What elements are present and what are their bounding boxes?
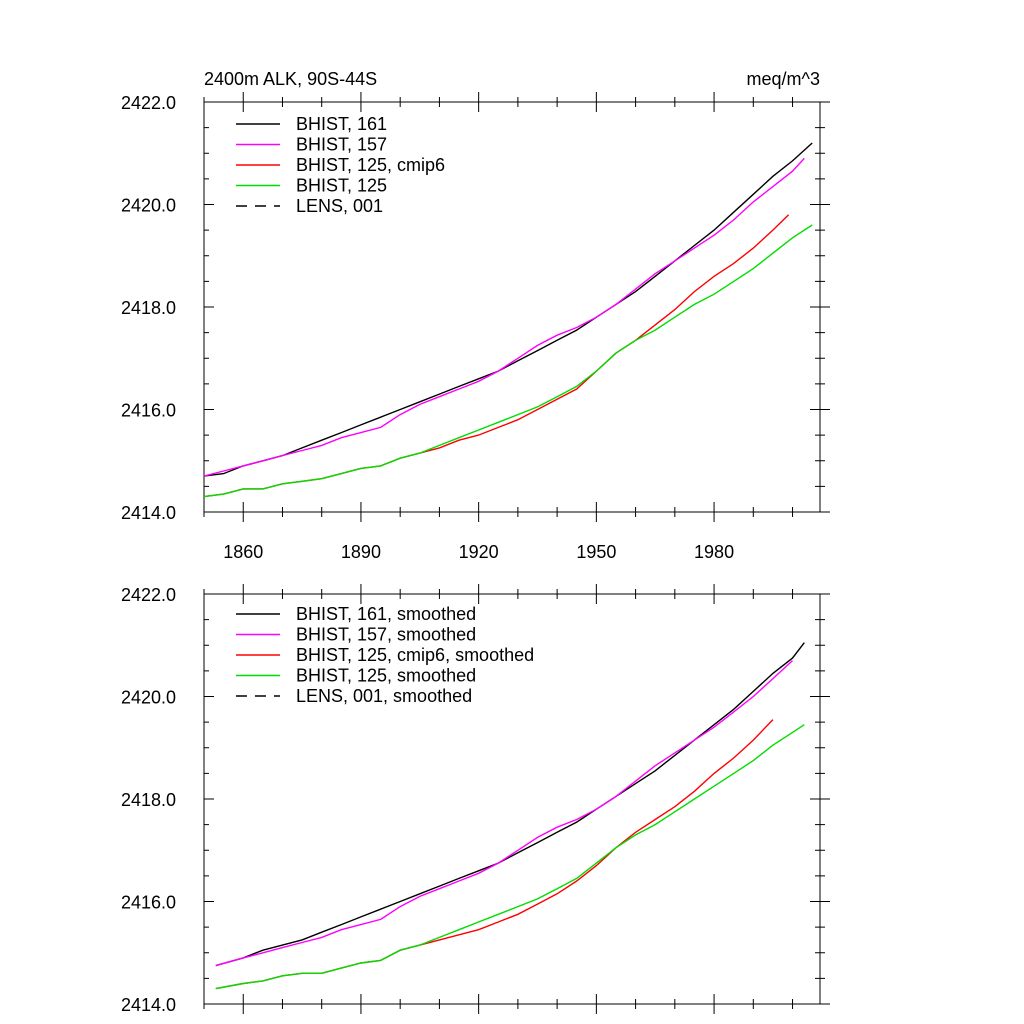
series-line — [215, 719, 774, 990]
y-tick-label: 2418.0 — [121, 298, 176, 318]
figure-title-right: meq/m^3 — [747, 69, 820, 89]
series-line — [203, 224, 813, 498]
series-line — [203, 157, 805, 477]
y-tick-label: 2414.0 — [121, 503, 176, 523]
series-line — [215, 724, 805, 990]
legend-label: BHIST, 157, smoothed — [296, 625, 476, 645]
series-line — [215, 642, 805, 967]
series-line — [215, 660, 793, 967]
legend-label: BHIST, 161, smoothed — [296, 604, 476, 624]
legend-label: BHIST, 125, cmip6, smoothed — [296, 645, 534, 665]
series-line — [203, 214, 790, 498]
legend-label: LENS, 001 — [296, 196, 383, 216]
y-tick-label: 2416.0 — [121, 893, 176, 913]
series-line — [203, 142, 813, 477]
y-tick-label: 2422.0 — [121, 93, 176, 113]
chart-panel-bottom: 2414.0 2416.0 2418.0 2420.0 2422.0 BHIST, 161… — [121, 584, 830, 1015]
legend-label: BHIST, 125, cmip6 — [296, 155, 445, 175]
x-tick-label: 1890 — [341, 542, 381, 562]
y-tick-label: 2416.0 — [121, 401, 176, 421]
x-tick-label: 1860 — [223, 542, 263, 562]
y-tick-label: 2422.0 — [121, 585, 176, 605]
legend-label: BHIST, 161 — [296, 114, 387, 134]
y-tick-label: 2420.0 — [121, 688, 176, 708]
x-tick-label: 1920 — [459, 542, 499, 562]
y-tick-label: 2414.0 — [121, 995, 176, 1015]
legend-label: BHIST, 125, smoothed — [296, 666, 476, 686]
chart-panel-top: 1860 1890 1920 1950 1980 2414.0 2416.0 2418.0 24… — [121, 92, 830, 562]
x-tick-label: 1980 — [694, 542, 734, 562]
y-tick-label: 2420.0 — [121, 196, 176, 216]
figure-title-left: 2400m ALK, 90S-44S — [204, 69, 377, 89]
legend-label: BHIST, 157 — [296, 135, 387, 155]
legend-label: LENS, 001, smoothed — [296, 686, 472, 706]
y-tick-label: 2418.0 — [121, 790, 176, 810]
legend-label: BHIST, 125 — [296, 176, 387, 196]
x-tick-label: 1950 — [576, 542, 616, 562]
